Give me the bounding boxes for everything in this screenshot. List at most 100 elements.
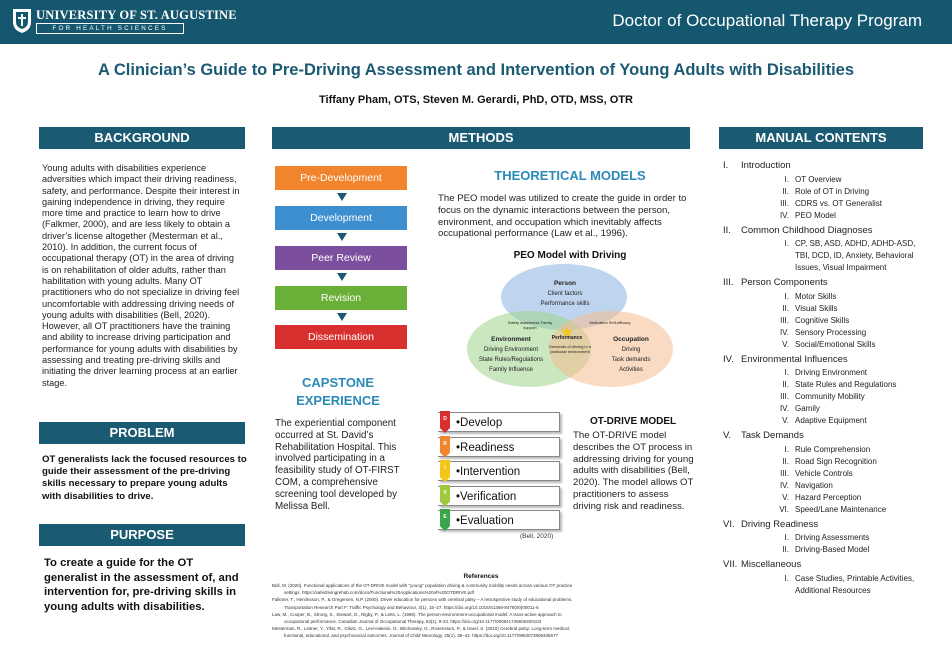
ot-drive-marker: R [440,435,450,458]
manual-subsection-text: Motor Skills [795,291,837,301]
manual-subsection-text: OT Overview [795,174,842,184]
reference-line: Mesterman, R., Leitner, Y., Yifat, R., G… [272,626,571,632]
peo-person-heading: Person [553,280,577,287]
ot-drive-marker: E [440,509,450,531]
ot-drive-heading: OT-DRIVE MODEL [590,416,677,427]
manual-subsection: II. Role of OT in Driving [767,187,869,196]
manual-subsection-number: II. [782,456,789,466]
peo-occupation-circle [549,311,673,387]
ot-drive-item: •Develop [438,412,560,432]
manual-section: VI. Driving Readiness [723,519,818,530]
ot-drive-item: •Verification [438,485,560,506]
ot-drive-text: The OT-DRIVE model describes the OT proc… [573,430,694,512]
references-heading: References [463,573,499,580]
manual-subsection-number: II. [782,545,789,554]
manual-subsection-text: CDRS vs. OT Generalist [795,198,882,208]
manual-subsection-number: II. [782,186,789,196]
manual-section-number: V. [723,430,732,441]
manual-subsection-number: I. [784,239,789,248]
manual-subsection-number: IV. [779,404,789,413]
peo-overlap-person-environment: Safety awareness Family support [507,320,553,330]
manual-subsection-text: Navigation [795,480,833,490]
poster-title: A Clinician’s Guide to Pre-Driving Asses… [97,61,855,79]
manual-subsection-number: I. [784,573,789,583]
manual-subsection: II. State Rules and Regulations [767,380,896,389]
capstone-text: The experiential component occurred at S… [275,418,400,512]
manual-subsection: IV. PEO Model [767,211,836,220]
ot-drive-letter: V [443,489,447,496]
arrow-down-icon [337,313,347,321]
manual-subsection-number: IV. [779,480,789,490]
manual-subsection-number: V. [782,492,789,502]
manual-section-title: Person Components [741,277,828,288]
manual-subsection: I. Rule Comprehension [767,445,871,454]
arrow-down-icon [337,193,347,201]
manual-subsection-text: Social/Emotional Skills [795,339,876,349]
manual-subsection-number: I. [784,291,789,301]
manual-subsection-text: Vehicle Controls [795,468,853,478]
manual-subsection-number: II. [782,380,789,389]
reference-line: Law, M., Cooper, B., Strong, S., Stewart… [272,611,562,617]
peo-environment-item: Family Influence [489,367,533,373]
university-logo: UNIVERSITY OF ST. AUGUSTINE FOR HEALTH S… [12,8,237,34]
theoretical-text: The PEO model was utilized to create the… [438,193,687,240]
manual-subsection-text: Driving Environment [795,368,868,377]
manual-subsection-number: II. [782,303,789,313]
problem-text: OT generalists lack the focused resource… [42,454,247,502]
header-bar: UNIVERSITY OF ST. AUGUSTINE FOR HEALTH S… [0,0,952,44]
methods-heading: METHODS [272,127,690,149]
manual-subsection: IV. Sensory Processing [767,328,866,337]
manual-subsection-text: Adaptive Equipment [795,416,867,425]
ot-drive-letter: R [443,440,447,447]
manual-section: I. Introduction [723,160,791,171]
manual-subsection: III. CDRS vs. OT Generalist [767,199,882,208]
manual-subsection: II. Road Sign Recognition [767,457,877,466]
ot-drive-item: •Intervention [438,461,560,481]
peo-person-item: Performance skills [540,301,590,307]
manual-subsection: Additional Resources [767,586,871,595]
manual-subsection: III. Community Mobility [767,392,865,401]
peo-title: PEO Model with Driving [513,250,627,261]
peo-diagram: Person Client factors Performance skills… [465,248,675,393]
reference-line: Falkmer, T., Henriksson, P., & Gregersen… [272,597,573,603]
reference-line: functional, educational, and psychosocia… [284,633,559,639]
method-step: Pre-Development [275,166,407,190]
manual-section-title: Environmental Influences [741,353,848,365]
manual-subsection-number: IV. [779,327,789,337]
background-heading: BACKGROUND [39,127,245,149]
manual-section-title: Introduction [741,160,791,171]
manual-subsection-text: CP, SB, ASD, ADHD, ADHD-ASD, [795,239,916,248]
manual-subsection: I. OT Overview [767,175,842,184]
university-subtitle: FOR HEALTH SCIENCES [36,23,184,34]
background-text: Young adults with disabilities experienc… [42,163,240,388]
peo-overlap-environment-occupation: Demands of driving in a particular envir… [548,344,592,354]
manual-subsection: TBI, DCD, ID, Anxiety, Behavioral [767,251,914,260]
peo-environment-item: Driving Environment [483,347,539,353]
manual-subsection: I. Driving Environment [767,368,867,377]
manual-subsection-text: PEO Model [795,210,836,220]
manual-subsection-number: III. [780,392,789,401]
manual-section-title: Driving Readiness [741,518,819,530]
shield-icon [13,9,31,33]
manual-subsection: Issues, Visual Impairment [767,263,886,272]
manual-subsection: I. Case Studies, Printable Activities, [767,573,915,583]
peo-occupation-item: Driving [621,347,641,353]
peo-occupation-heading: Occupation [613,336,649,343]
manual-subsection: II. Driving-Based Model [767,545,869,554]
arrow-down-icon [337,233,347,241]
manual-subsection-number: I. [784,368,789,377]
manual-section-number: IV. [723,353,734,365]
reference-line: occupational performance. Canadian Journ… [284,619,542,624]
manual-section-title: Common Childhood Diagnoses [741,224,873,236]
purpose-text: To create a guide for the OT generalist … [44,557,239,613]
manual-subsection-number: VI. [779,504,789,514]
manual-subsection-number: I. [784,533,789,542]
manual-heading: MANUAL CONTENTS [719,127,923,149]
reference-line: Bell, M. (2020). Functional applications… [272,583,573,588]
reference-line: settings. https://safedrivingrehab.com/d… [284,590,474,596]
manual-section-number: II. [723,224,731,236]
ot-drive-item: •Readiness [438,436,560,457]
manual-subsection-text: Hazard Perception [795,492,862,502]
manual-subsection: III. Cognitive Skills [767,316,849,325]
peo-occupation-item: Activities [619,367,643,373]
